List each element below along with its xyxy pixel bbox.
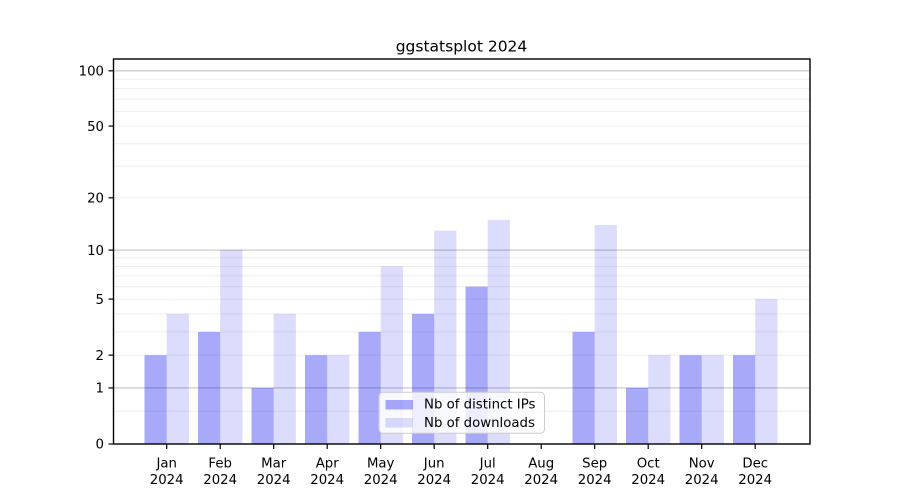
bar-downloads bbox=[701, 355, 724, 444]
x-tick-label-month: Dec bbox=[742, 457, 768, 472]
x-tick-label-month: May bbox=[367, 457, 395, 472]
bar-distinct-ips bbox=[626, 387, 649, 444]
x-tick-label-month: Oct bbox=[637, 457, 660, 472]
bar-downloads bbox=[434, 230, 457, 444]
x-tick-label-month: Apr bbox=[316, 457, 340, 472]
bar-distinct-ips bbox=[358, 331, 381, 444]
y-tick-label: 0 bbox=[96, 438, 104, 453]
x-tick-label-year: 2024 bbox=[203, 473, 237, 488]
plot-area bbox=[113, 59, 810, 444]
bar-downloads bbox=[273, 313, 296, 444]
x-tick-label-month: Feb bbox=[208, 457, 232, 472]
x-tick-label-year: 2024 bbox=[738, 473, 772, 488]
x-tick-label-year: 2024 bbox=[310, 473, 344, 488]
gridlines-minor bbox=[113, 78, 810, 412]
y-tick-label: 20 bbox=[87, 192, 104, 207]
y-tick-label: 100 bbox=[79, 65, 104, 80]
x-tick-label-month: Mar bbox=[261, 457, 287, 472]
x-tick-label-month: Sep bbox=[582, 457, 607, 472]
y-tick-label: 50 bbox=[87, 120, 104, 135]
x-tick-label-year: 2024 bbox=[471, 473, 505, 488]
x-tick-label-month: Jul bbox=[479, 457, 496, 472]
x-tick-label-year: 2024 bbox=[631, 473, 665, 488]
chart-title: ggstatsplot 2024 bbox=[396, 38, 528, 56]
bar-distinct-ips bbox=[679, 355, 702, 444]
x-tick-label-year: 2024 bbox=[524, 473, 558, 488]
x-tick-label-month: Nov bbox=[689, 457, 715, 472]
x-tick-label-month: Aug bbox=[528, 457, 554, 472]
x-tick-label-year: 2024 bbox=[685, 473, 719, 488]
bar-distinct-ips bbox=[198, 331, 221, 444]
bar-downloads bbox=[327, 355, 350, 444]
x-tick-label-year: 2024 bbox=[257, 473, 291, 488]
legend-swatch-distinct-ips bbox=[385, 400, 413, 410]
x-tick-label-year: 2024 bbox=[150, 473, 184, 488]
bar-downloads bbox=[594, 225, 617, 444]
legend: Nb of distinct IPs Nb of downloads bbox=[378, 391, 545, 434]
bar-distinct-ips bbox=[305, 355, 328, 444]
x-tick-label-year: 2024 bbox=[578, 473, 612, 488]
legend-swatch-downloads bbox=[385, 418, 413, 428]
y-tick-label: 5 bbox=[96, 293, 104, 308]
bars-group bbox=[144, 219, 778, 444]
x-axis: Jan2024Feb2024Mar2024Apr2024May2024Jun20… bbox=[150, 444, 772, 488]
y-axis: 0 1 2 5 10 20 50 100 bbox=[79, 65, 114, 453]
bar-downloads bbox=[166, 313, 189, 444]
y-tick-label: 10 bbox=[87, 244, 104, 259]
bar-distinct-ips bbox=[733, 355, 756, 444]
x-tick-label-year: 2024 bbox=[364, 473, 398, 488]
bar-downloads bbox=[648, 355, 671, 444]
bar-distinct-ips bbox=[251, 387, 274, 444]
plot-border bbox=[112, 58, 811, 445]
legend-box bbox=[378, 391, 545, 434]
bar-downloads bbox=[487, 219, 510, 444]
y-tick-label: 2 bbox=[96, 349, 104, 364]
x-tick-label-month: Jun bbox=[423, 457, 445, 472]
bar-downloads bbox=[220, 250, 243, 444]
gridlines-major bbox=[113, 70, 810, 389]
x-tick-label-year: 2024 bbox=[417, 473, 451, 488]
x-tick-label-month: Jan bbox=[155, 457, 177, 472]
bar-distinct-ips bbox=[572, 331, 595, 444]
legend-label-distinct-ips: Nb of distinct IPs bbox=[424, 398, 536, 413]
legend-label-downloads: Nb of downloads bbox=[424, 416, 535, 431]
bar-distinct-ips bbox=[144, 355, 167, 444]
y-tick-label: 1 bbox=[96, 382, 104, 397]
bar-downloads bbox=[755, 299, 778, 444]
